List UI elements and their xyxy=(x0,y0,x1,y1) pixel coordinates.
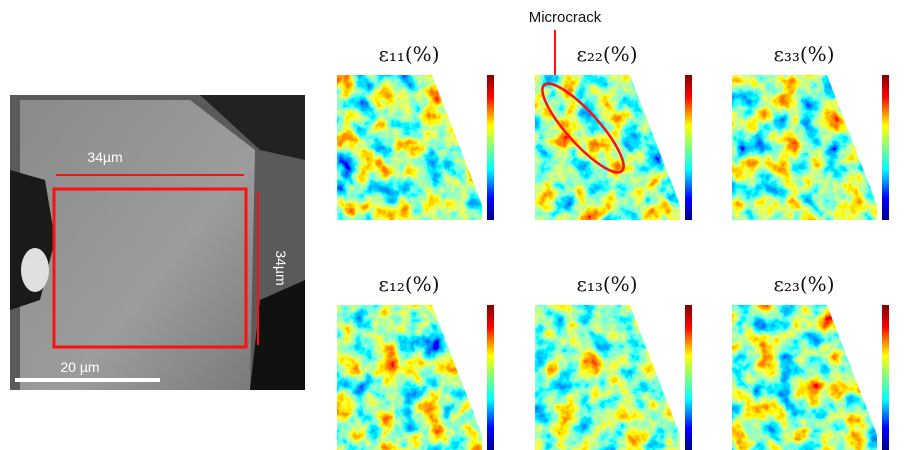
colorbar xyxy=(882,75,889,220)
width-label: 34µm xyxy=(87,149,122,165)
colorbar xyxy=(882,305,889,450)
panel-title: ε₃₃(%) xyxy=(773,42,834,66)
scale-bar-label: 20 µm xyxy=(60,359,99,375)
height-label: 34µm xyxy=(273,250,289,285)
figure: 34µm 34µm 20 µm Microcrack ε₁₁(%)ε₂₂(%)ε… xyxy=(0,0,921,450)
panel-title: ε₁₃(%) xyxy=(576,272,637,296)
panels: ε₁₁(%) ε₂₂(%) ε₃₃(%) ε₁₂(%) ε₁₃(%) ε₂₃(%) xyxy=(337,42,889,450)
panel-title: ε₁₂(%) xyxy=(378,272,439,296)
page: {"figure": { "sem_image": {"width_label"… xyxy=(0,0,921,450)
panel-title: ε₂₃(%) xyxy=(773,272,834,296)
colorbar xyxy=(487,305,494,450)
annotation: Microcrack xyxy=(529,9,602,26)
colorbar xyxy=(685,75,692,220)
sem-image: 34µm 34µm 20 µm xyxy=(10,95,305,390)
panel-title: ε₁₁(%) xyxy=(378,42,439,66)
colorbar xyxy=(685,305,692,450)
panel-title: ε₂₂(%) xyxy=(576,42,637,66)
colorbar xyxy=(487,75,494,220)
